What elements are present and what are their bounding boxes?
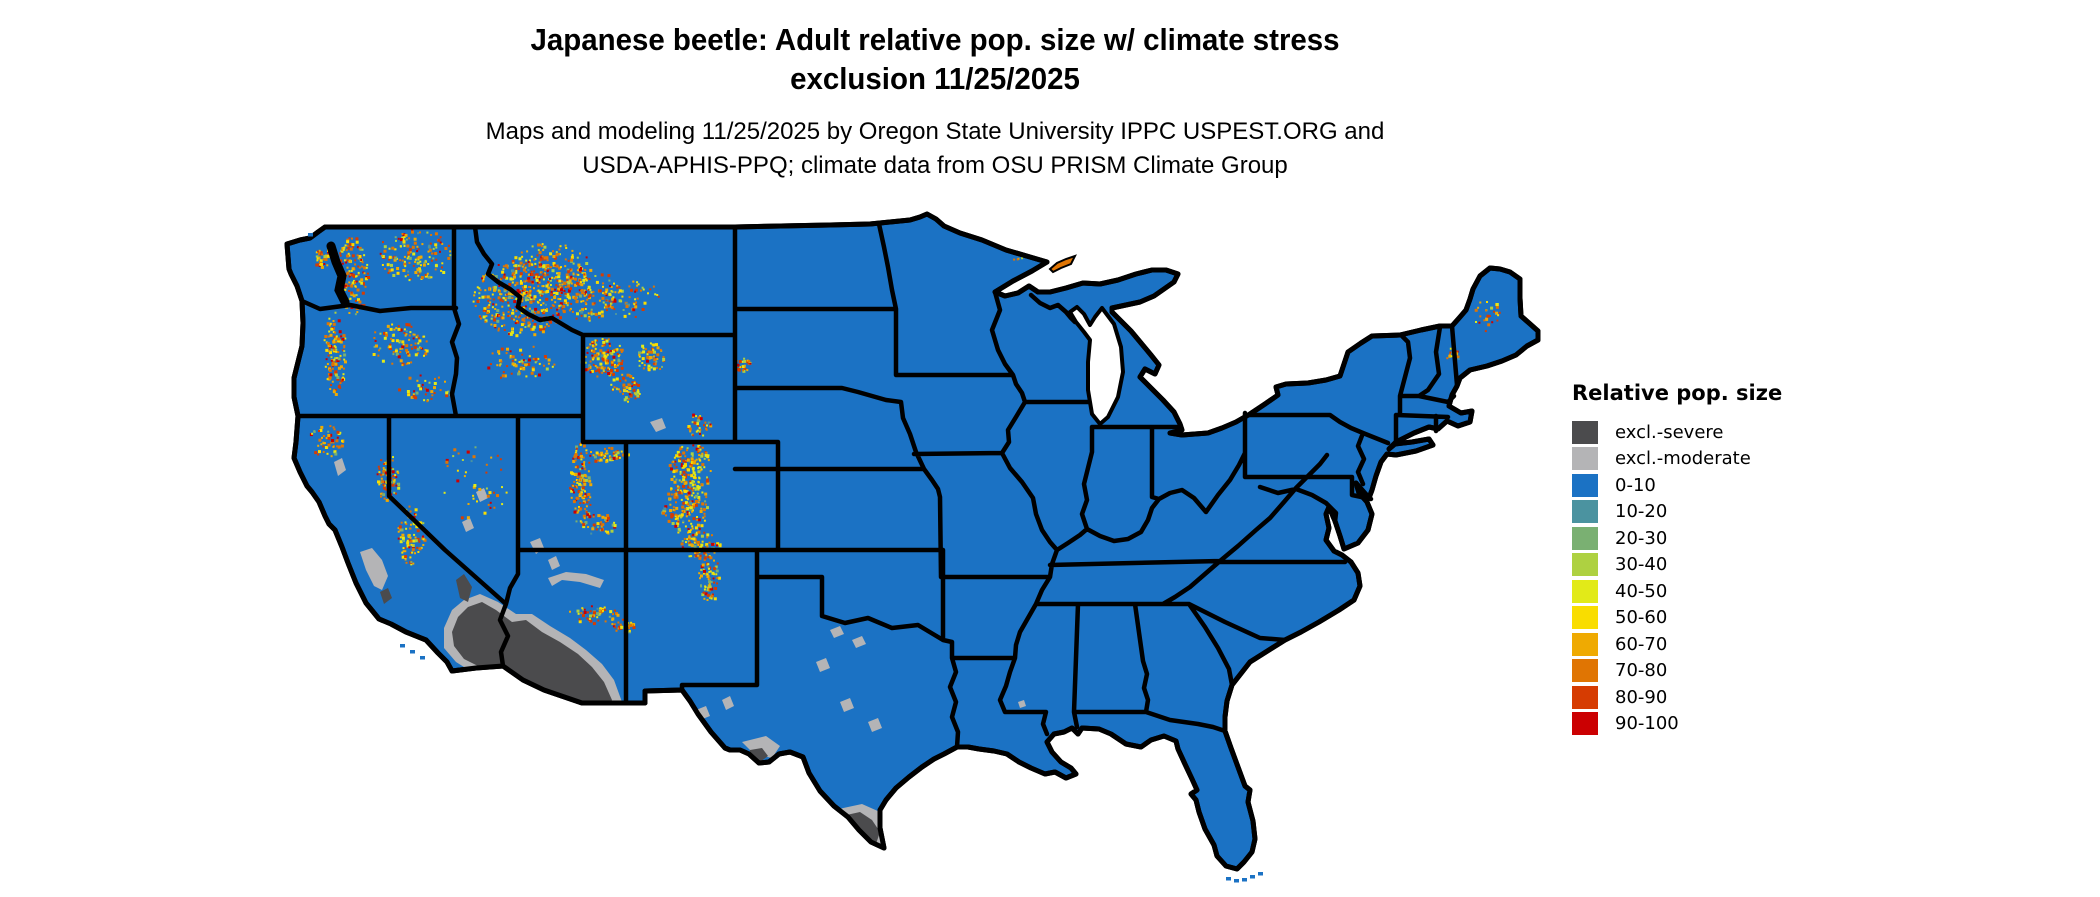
legend-item: 0-10 [1572,472,1782,499]
exclusion-moderate-polygon [360,548,388,590]
exclusion-moderate-polygon [462,518,474,532]
small-island-dot [1234,879,1239,883]
legend-label: 60-70 [1615,633,1668,655]
legend-label: 20-30 [1615,527,1668,549]
legend-rows: excl.-severe excl.-moderate 0-10 10-20 20-30… [1572,419,1782,737]
map-subtitle: Maps and modeling 11/25/2025 by Oregon S… [230,115,1640,183]
exclusion-severe-polygon [380,588,392,604]
small-island-dot [1226,877,1231,881]
legend-swatch [1572,606,1598,630]
legend-item: 40-50 [1572,578,1782,605]
florida-keys-and-channel-islands [308,233,1263,883]
legend-swatch [1572,420,1598,444]
small-island-dot [400,644,405,648]
exclusion-moderate-polygon [816,658,830,672]
small-island-dot [1258,872,1263,876]
legend-label: 30-40 [1615,554,1668,576]
legend-label: 70-80 [1615,660,1668,682]
legend-swatch [1572,579,1598,603]
exclusion-moderate-polygon [852,636,866,648]
map-title-line1: Japanese beetle: Adult relative pop. siz… [530,22,1340,57]
header: Japanese beetle: Adult relative pop. siz… [230,20,1640,183]
legend-item: 10-20 [1572,499,1782,526]
legend-label: excl.-severe [1615,421,1724,443]
legend-item: 60-70 [1572,631,1782,658]
legend-label: 80-90 [1615,686,1668,708]
exclusion-moderate-polygon [1018,700,1026,708]
legend-item: excl.-severe [1572,419,1782,446]
legend-swatch [1572,447,1598,471]
map-title-line2: exclusion 11/25/2025 [790,61,1080,96]
legend-item: 80-90 [1572,684,1782,711]
map-subtitle-line1: Maps and modeling 11/25/2025 by Oregon S… [485,118,1385,145]
map-title: Japanese beetle: Adult relative pop. siz… [265,20,1605,98]
exclusion-moderate-polygon [742,736,780,758]
legend-item: 50-60 [1572,605,1782,632]
legend-swatch [1572,659,1598,683]
exclusion-moderate-polygon [548,572,604,588]
small-island-dot [1250,875,1255,879]
legend-swatch [1572,632,1598,656]
small-island-dot [308,233,313,237]
map-subtitle-line2: USDA-APHIS-PPQ; climate data from OSU PR… [582,152,1288,179]
exclusion-moderate-polygon [476,488,488,502]
us-coastline-stroke [284,211,1541,872]
exclusion-moderate-polygon [868,718,882,732]
isle-royale-island [1048,254,1077,274]
small-island-dot [420,656,425,660]
map-legend: Relative pop. size excl.-severe excl.-mod… [1572,381,1782,737]
exclusion-moderate-polygon [830,626,844,638]
exclusion-moderate-polygon [548,556,560,570]
small-island-dot [410,650,415,654]
us-map [230,162,1560,892]
exclusion-moderate-polygon [650,418,666,432]
lake-michigan [1068,305,1125,426]
puget-sound-inlet [326,241,350,307]
legend-label: 90-100 [1615,713,1679,735]
legend-label: 0-10 [1615,474,1656,496]
legend-swatch [1572,473,1598,497]
legend-swatch [1572,526,1598,550]
legend-swatch [1572,712,1598,736]
small-island-dot [1242,878,1247,882]
state-borders [295,221,1460,750]
exclusion-severe-polygon [452,602,612,722]
legend-item: excl.-moderate [1572,446,1782,473]
legend-swatch [1572,685,1598,709]
legend-swatch [1572,553,1598,577]
exclusion-moderate-polygon [722,696,734,710]
legend-title: Relative pop. size [1572,381,1783,405]
legend-swatch [1572,500,1598,524]
legend-item: 70-80 [1572,658,1782,685]
climate-stress-speckles [309,228,1501,634]
exclusion-severe-polygon [456,574,472,602]
legend-label: 10-20 [1615,501,1668,523]
legend-label: excl.-moderate [1615,448,1751,470]
legend-item: 20-30 [1572,525,1782,552]
legend-label: 50-60 [1615,607,1668,629]
us-landmass [284,211,1541,872]
us-map-svg [284,211,1541,883]
exclusion-moderate-polygon [840,698,854,712]
exclusion-severe-polygon [580,720,602,738]
exclusion-moderate-polygon [334,458,346,476]
legend-item: 90-100 [1572,711,1782,738]
legend-label: 40-50 [1615,580,1668,602]
legend-item: 30-40 [1572,552,1782,579]
